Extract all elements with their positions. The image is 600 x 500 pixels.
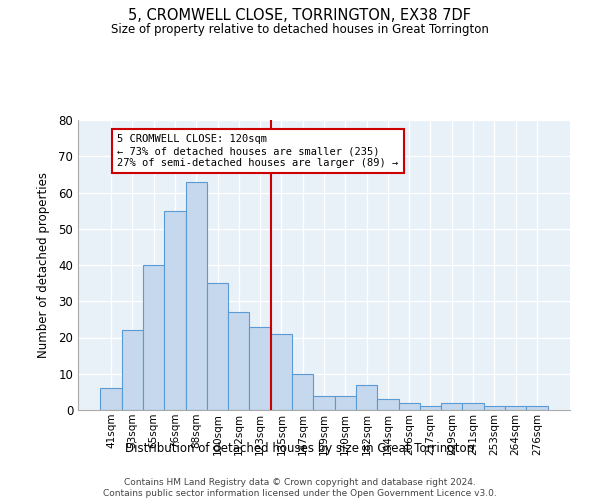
Bar xyxy=(420,406,441,410)
Bar xyxy=(164,210,185,410)
Bar xyxy=(250,326,271,410)
Bar xyxy=(207,283,228,410)
Bar xyxy=(441,403,463,410)
Text: 5, CROMWELL CLOSE, TORRINGTON, EX38 7DF: 5, CROMWELL CLOSE, TORRINGTON, EX38 7DF xyxy=(128,8,472,22)
Bar xyxy=(292,374,313,410)
Text: 5 CROMWELL CLOSE: 120sqm
← 73% of detached houses are smaller (235)
27% of semi-: 5 CROMWELL CLOSE: 120sqm ← 73% of detach… xyxy=(118,134,398,168)
Bar xyxy=(335,396,356,410)
Bar xyxy=(356,384,377,410)
Bar xyxy=(228,312,250,410)
Bar xyxy=(505,406,526,410)
Bar xyxy=(313,396,335,410)
Bar xyxy=(377,399,398,410)
Bar xyxy=(484,406,505,410)
Bar xyxy=(526,406,548,410)
Bar xyxy=(398,403,420,410)
Bar xyxy=(100,388,122,410)
Y-axis label: Number of detached properties: Number of detached properties xyxy=(37,172,50,358)
Text: Contains HM Land Registry data © Crown copyright and database right 2024.
Contai: Contains HM Land Registry data © Crown c… xyxy=(103,478,497,498)
Bar xyxy=(185,182,207,410)
Bar xyxy=(463,403,484,410)
Bar xyxy=(271,334,292,410)
Bar xyxy=(143,265,164,410)
Bar xyxy=(122,330,143,410)
Text: Distribution of detached houses by size in Great Torrington: Distribution of detached houses by size … xyxy=(125,442,475,455)
Text: Size of property relative to detached houses in Great Torrington: Size of property relative to detached ho… xyxy=(111,22,489,36)
